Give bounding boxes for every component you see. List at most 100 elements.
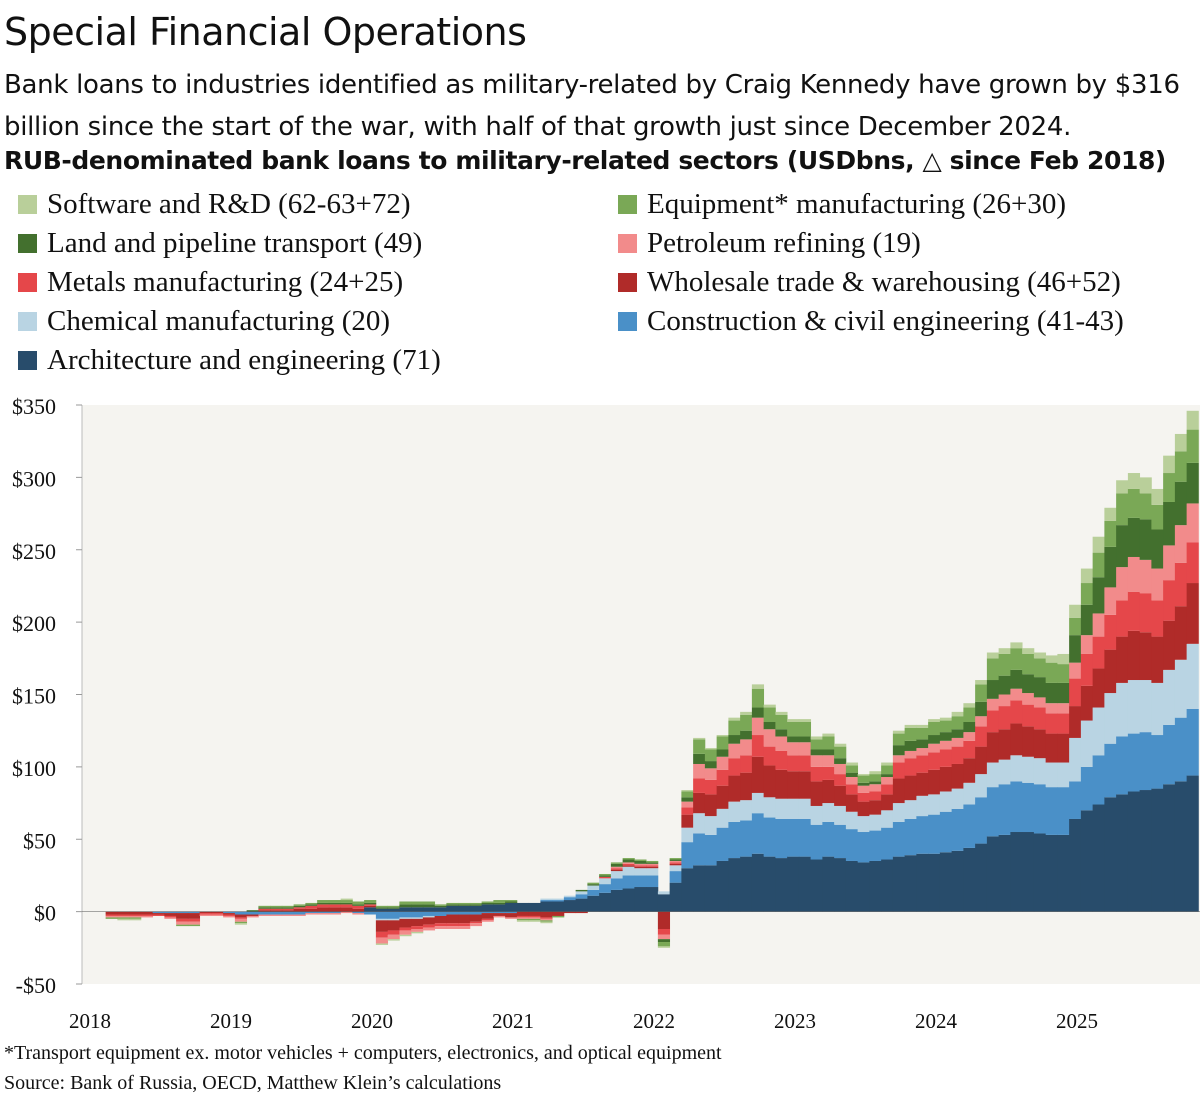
area-segment-2 (798, 798, 812, 819)
area-segment-5 (998, 694, 1011, 707)
area-segment-0 (552, 901, 565, 912)
area-segment-1 (234, 911, 248, 915)
area-segment-4 (411, 926, 424, 929)
area-segment-7 (916, 727, 929, 740)
area-segment-0 (939, 852, 953, 912)
area-segment-0 (1139, 790, 1152, 912)
area-segment-3 (399, 918, 412, 928)
area-segment-4 (211, 913, 224, 915)
area-segment-5 (1033, 697, 1047, 708)
area-segment-7 (587, 882, 600, 885)
area-segment-5 (834, 763, 847, 775)
area-segment-7 (834, 746, 847, 759)
area-segment-6 (469, 904, 483, 906)
area-segment-6 (763, 722, 776, 730)
area-segment-8 (904, 724, 917, 728)
area-segment-1 (834, 824, 847, 859)
area-segment-5 (328, 913, 342, 915)
area-segment-7 (681, 791, 694, 798)
area-segment-1 (469, 911, 483, 915)
area-segment-8 (810, 736, 823, 740)
area-segment-0 (728, 858, 741, 912)
area-segment-7 (716, 736, 729, 750)
area-segment-2 (975, 774, 988, 798)
area-segment-3 (117, 911, 130, 915)
area-segment-6 (857, 782, 870, 786)
area-segment-8 (399, 934, 412, 937)
area-segment-5 (540, 918, 553, 921)
source-note: Source: Bank of Russia, OECD, Matthew Kl… (4, 1072, 502, 1094)
area-segment-8 (1010, 642, 1023, 649)
area-segment-1 (176, 911, 189, 914)
area-segment-6 (1092, 577, 1105, 614)
area-segment-6 (375, 907, 389, 909)
area-segment-2 (986, 762, 1000, 788)
x-tick-label: 2021 (492, 1009, 534, 1033)
area-segment-8 (387, 939, 400, 941)
area-segment-7 (434, 904, 447, 906)
area-segment-5 (270, 914, 283, 916)
area-segment-2 (857, 816, 870, 833)
area-segment-3 (1174, 606, 1188, 660)
area-segment-5 (740, 739, 753, 756)
area-segment-3 (693, 792, 706, 814)
area-segment-4 (1033, 707, 1047, 730)
area-segment-7 (1163, 473, 1176, 502)
area-segment-5 (928, 743, 941, 753)
area-segment-7 (1069, 617, 1082, 636)
legend-label: Land and pipeline transport (49) (47, 227, 423, 259)
area-segment-3 (1010, 723, 1023, 756)
legend-swatch (18, 351, 37, 370)
area-segment-0 (881, 859, 894, 912)
area-segment-1 (716, 827, 729, 861)
area-segment-3 (998, 729, 1011, 760)
area-segment-5 (1186, 503, 1199, 543)
area-segment-1 (387, 911, 400, 919)
area-segment-4 (364, 904, 377, 906)
area-segment-3 (1069, 706, 1082, 738)
legend-item: Chemical manufacturing (20) (18, 305, 390, 338)
area-segment-7 (704, 749, 718, 762)
area-segment-2 (740, 800, 753, 821)
area-segment-2 (411, 917, 424, 919)
area-segment-3 (340, 907, 353, 912)
area-segment-2 (1116, 682, 1129, 737)
area-segment-5 (1045, 703, 1058, 714)
area-segment-8 (1080, 568, 1094, 584)
area-segment-2 (657, 891, 671, 895)
area-segment-7 (669, 858, 682, 860)
area-segment-1 (892, 821, 906, 857)
area-segment-8 (1174, 433, 1188, 452)
area-segment-6 (634, 860, 647, 864)
area-segment-0 (904, 855, 917, 912)
area-segment-8 (1033, 652, 1047, 659)
area-segment-3 (716, 785, 729, 809)
area-segment-6 (1057, 682, 1070, 704)
area-segment-6 (1186, 462, 1199, 504)
area-segment-2 (1139, 680, 1152, 733)
area-segment-1 (540, 900, 553, 902)
area-segment-4 (152, 914, 165, 916)
legend-item: Land and pipeline transport (49) (18, 227, 422, 260)
area-segment-2 (399, 917, 412, 919)
area-segment-3 (563, 911, 577, 914)
area-segment-1 (869, 830, 882, 861)
area-segment-3 (681, 814, 694, 828)
area-segment-4 (129, 914, 142, 916)
area-segment-6 (704, 761, 718, 769)
area-segment-5 (869, 784, 882, 792)
area-segment-3 (763, 765, 776, 798)
area-segment-6 (951, 729, 964, 738)
area-segment-3 (375, 920, 389, 932)
area-segment-5 (199, 914, 212, 916)
y-tick-label: $250 (12, 539, 56, 564)
area-segment-0 (1045, 834, 1058, 912)
area-segment-0 (399, 907, 412, 912)
area-segment-1 (1045, 787, 1058, 835)
area-segment-0 (1104, 797, 1117, 912)
area-segment-1 (293, 911, 306, 915)
area-segment-7 (787, 722, 800, 737)
area-segment-5 (422, 927, 436, 931)
area-segment-7 (540, 920, 553, 922)
area-segment-1 (681, 842, 694, 869)
